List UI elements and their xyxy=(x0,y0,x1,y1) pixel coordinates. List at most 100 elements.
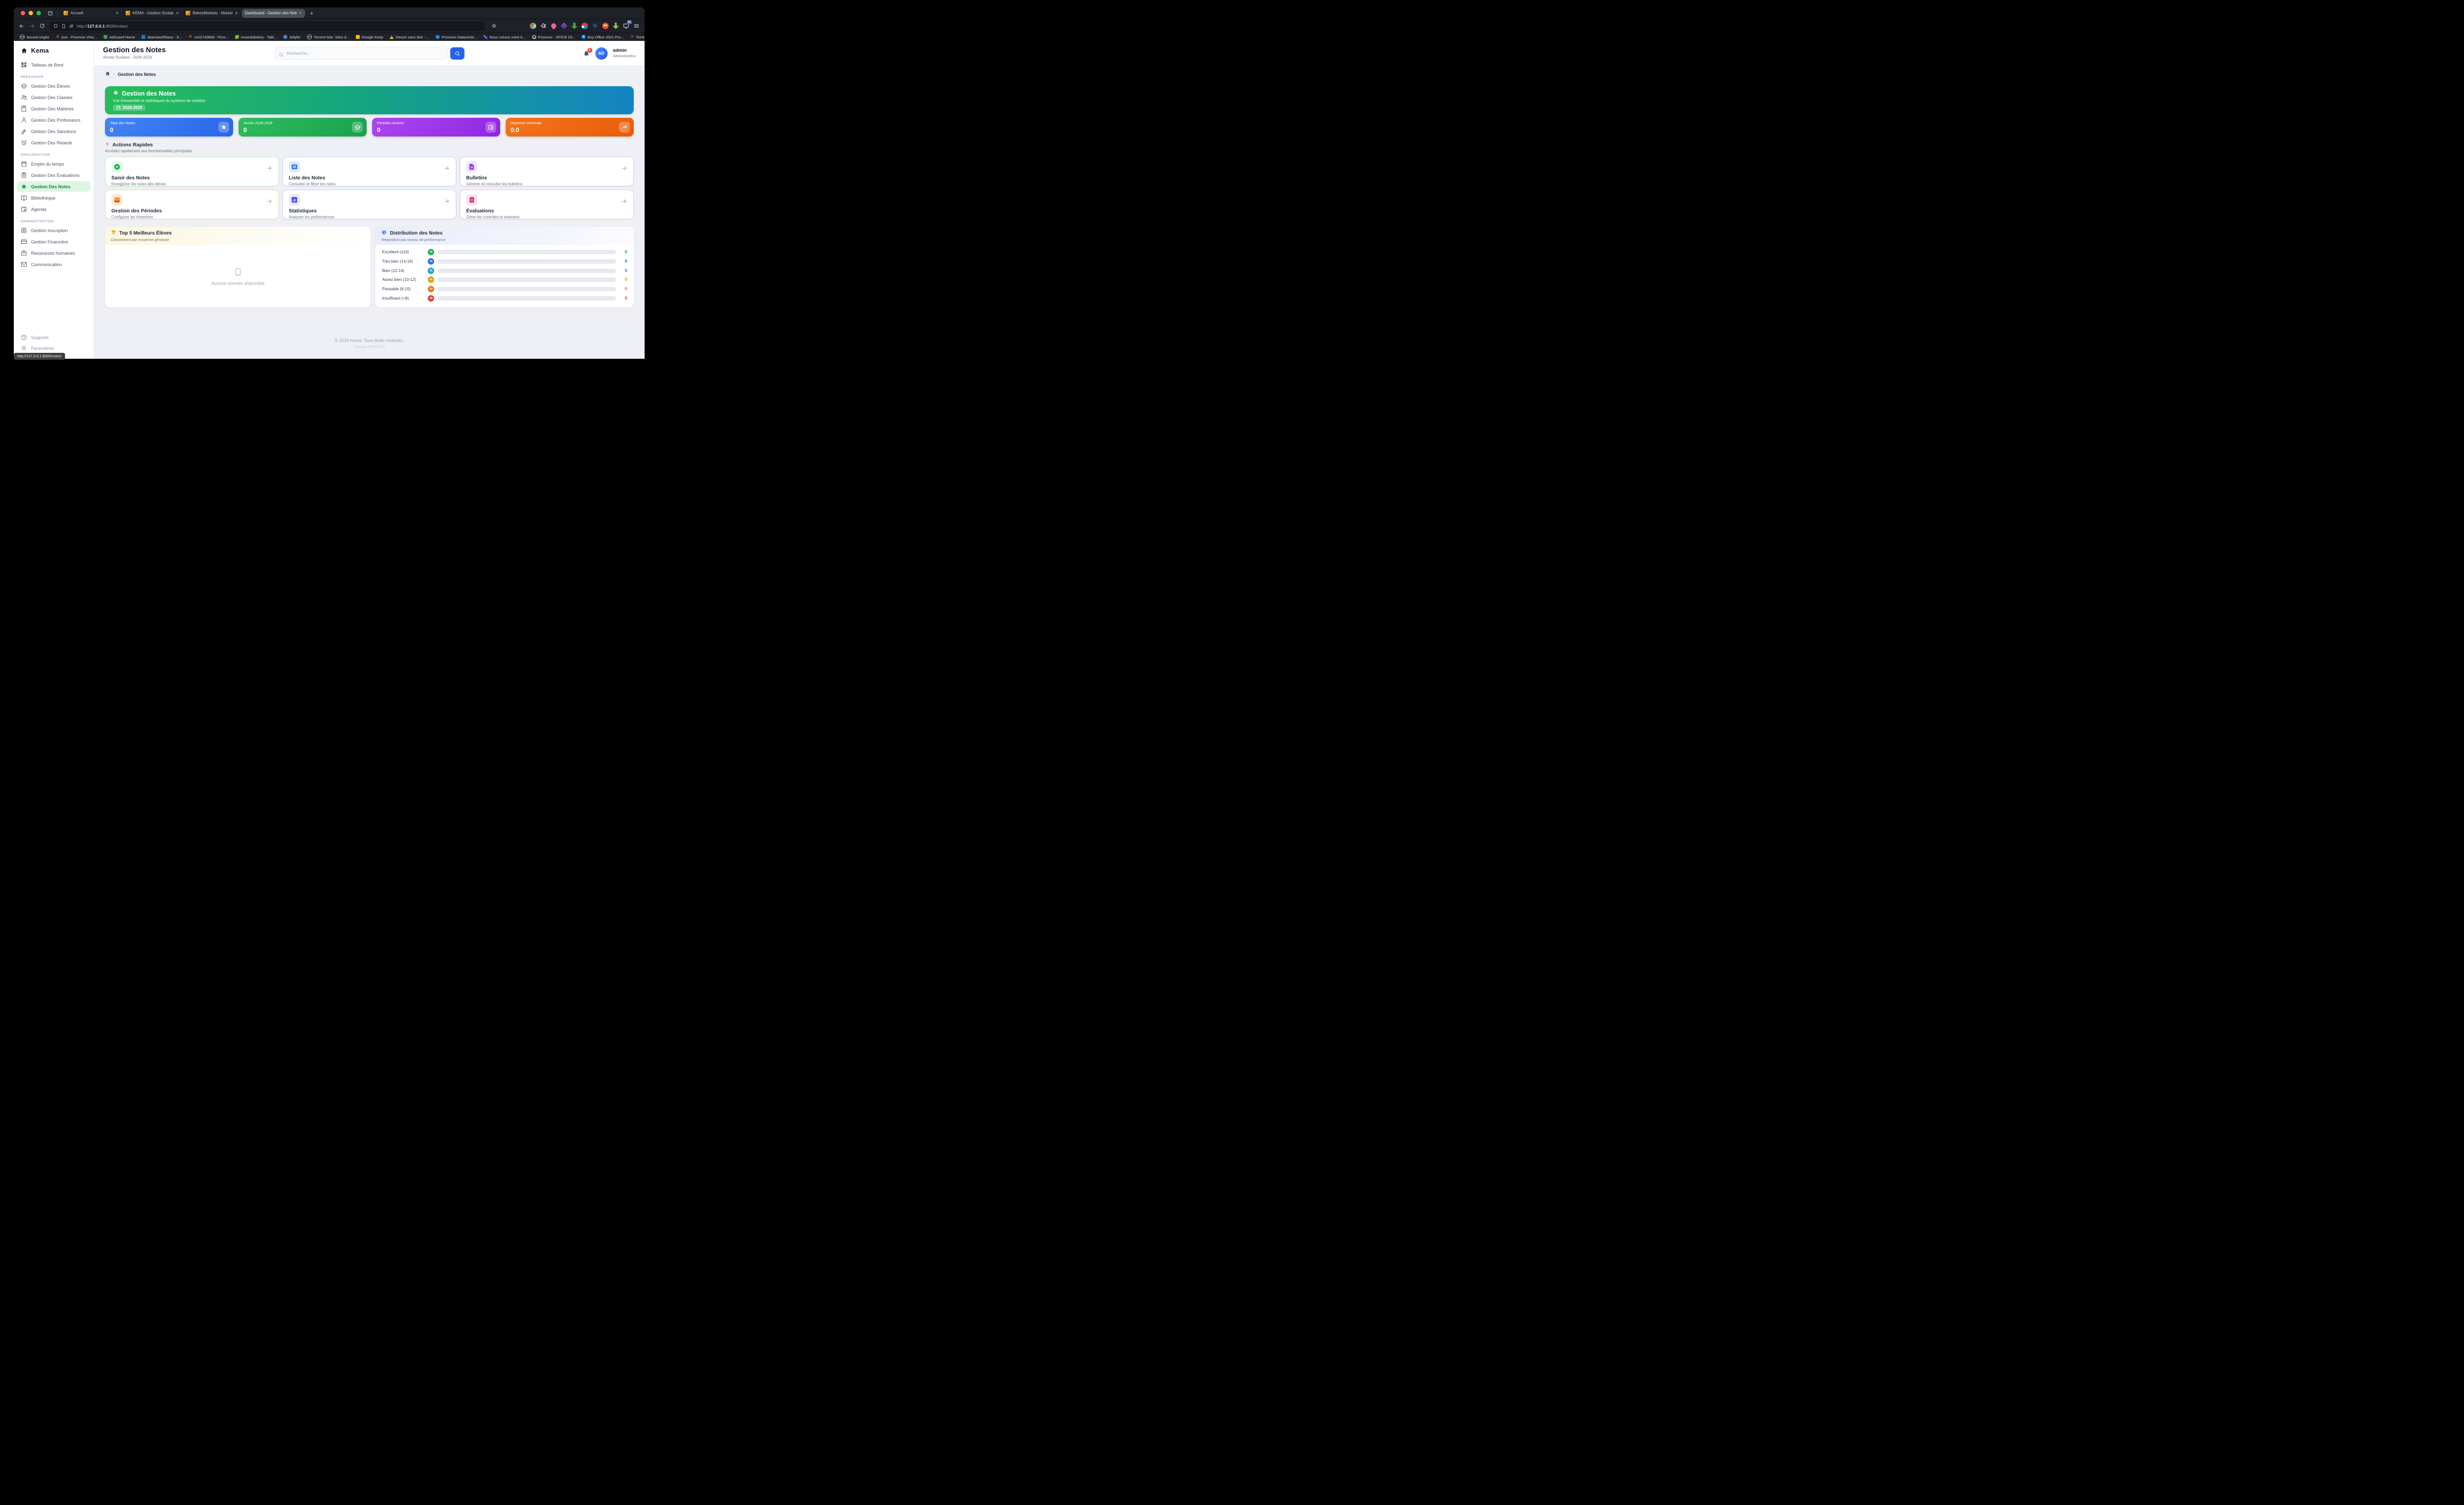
bookmark-item[interactable]: Google Keep xyxy=(355,35,383,39)
sidebar-item-rh[interactable]: Ressources humaines xyxy=(17,248,91,258)
extension-downloader-icon[interactable]: 36 xyxy=(571,23,578,29)
breadcrumb-current: Gestion des Notes xyxy=(118,72,156,77)
app-logo[interactable]: Kema xyxy=(14,45,94,59)
app-content: Kema Tableau de Bord PÉDAGOGIE Gestion D… xyxy=(14,41,645,359)
calendar-icon xyxy=(111,194,123,205)
bookmark-item[interactable]: Torrent-Site: Sites d... xyxy=(307,34,349,39)
progress-bar xyxy=(438,249,616,254)
bookmark-item[interactable]: Nouvel onglet xyxy=(20,34,49,39)
arrow-right-icon xyxy=(444,165,450,174)
bookmark-item[interactable]: AdGuard Home xyxy=(103,35,135,39)
distribution-title: Distribution des Notes xyxy=(390,230,443,236)
sidebar-item-notes[interactable]: Gestion Des Notes xyxy=(17,181,91,192)
stat-card-total-notes: Total des Notes 0 xyxy=(105,118,233,137)
tab-close-icon[interactable]: ✕ xyxy=(299,11,302,15)
empty-state: Aucune donnée disponible xyxy=(105,245,371,308)
action-card-statistiques[interactable]: Statistiques Analyser les performances xyxy=(282,190,456,219)
extension-sponsor-icon[interactable] xyxy=(582,23,588,29)
quick-actions-grid: Saisir des Notes Enregistrer les notes de… xyxy=(105,157,634,219)
search-button[interactable] xyxy=(450,47,464,60)
bookmark-item[interactable]: Nous créons votre b... xyxy=(483,35,526,39)
percent-icon: % xyxy=(428,286,435,293)
notifications-bell-icon[interactable]: 5 xyxy=(583,48,592,57)
extension-screen-icon[interactable]: 21 xyxy=(623,21,632,29)
bookmark-item[interactable]: Proxmox - SPICE Cli... xyxy=(532,35,575,39)
permissions-icon[interactable] xyxy=(69,24,74,29)
sidebar-item-financiere[interactable]: Gestion Financière xyxy=(17,237,91,247)
user-menu[interactable]: admin Administrateur xyxy=(613,48,636,58)
browser-tab-active[interactable]: Dashboard - Gestion des Notes - KE✕ xyxy=(242,8,305,18)
site-favicon xyxy=(126,11,130,15)
shield-icon[interactable] xyxy=(53,24,58,29)
extension-puzzle-icon[interactable] xyxy=(540,23,547,29)
url-bar[interactable]: http://127.0.0.1:8000/notes/ xyxy=(49,21,485,31)
sidebar-item-professeurs[interactable]: Gestion Des Professeurs xyxy=(17,115,91,125)
bookmark-item[interactable]: vmi2740868 - Prox... xyxy=(188,35,228,39)
sidebar-item-inscription[interactable]: Gestion Inscription xyxy=(17,225,91,236)
window-zoom-button[interactable] xyxy=(36,11,41,15)
url-text[interactable]: http://127.0.0.1:8000/notes/ xyxy=(77,23,128,29)
sidebar-item-classes[interactable]: Gestion Des Classes xyxy=(17,92,91,103)
sidebar-item-parametres[interactable]: Paramètres xyxy=(17,343,91,353)
reload-icon[interactable] xyxy=(39,23,45,29)
sidebar-item-agenda[interactable]: Agenda xyxy=(17,204,91,214)
sidebar-item-eleves[interactable]: Gestion Des Élèves xyxy=(17,81,91,91)
extension-eraser-icon[interactable] xyxy=(550,22,557,30)
bookmark-item[interactable]: Dessin sans titre - ... xyxy=(389,35,429,39)
sidebar-item-emploi-du-temps[interactable]: Emploi du temps xyxy=(17,159,91,169)
sidebar-item-communication[interactable]: Communication xyxy=(17,259,91,270)
action-card-liste-notes[interactable]: Liste des Notes Consulter et filtrer les … xyxy=(282,157,456,186)
bookmark-item[interactable]: AkamasoftNass - S... xyxy=(141,35,182,39)
page-info-icon[interactable] xyxy=(61,24,66,29)
extension-mask-icon[interactable] xyxy=(602,23,609,29)
sidebar-item-evaluations[interactable]: Gestion Des Évaluations xyxy=(17,170,91,180)
proxmox-icon xyxy=(188,35,192,39)
website-icon xyxy=(483,35,488,39)
action-card-periodes[interactable]: Gestion des Périodes Configurer les trime… xyxy=(105,190,279,219)
browser-tab[interactable]: Accueil ✕ xyxy=(61,9,122,18)
bookmark-item[interactable]: mvondobekey - Tabl... xyxy=(235,35,277,39)
tab-overview-icon[interactable] xyxy=(47,10,53,16)
quick-actions-subtitle: Accédez rapidement aux fonctionnalités p… xyxy=(105,149,193,153)
bookmark-item[interactable]: Torrent Search Engi... xyxy=(630,35,645,39)
sidebar-item-matieres[interactable]: Gestion Des Matières xyxy=(17,103,91,114)
browser-tab[interactable]: KEMA - Gestion Scolaire Compl✕ xyxy=(123,9,182,18)
action-card-bulletins[interactable]: Bulletins Générer et consulter les bullet… xyxy=(460,157,634,186)
action-card-saisir-notes[interactable]: Saisir des Notes Enregistrer les notes de… xyxy=(105,157,279,186)
percent-icon: % xyxy=(428,267,435,274)
sidebar-item-retards[interactable]: Gestion Des Retards xyxy=(17,137,91,148)
back-icon[interactable] xyxy=(19,23,25,29)
user-avatar[interactable]: AD xyxy=(595,47,608,60)
tab-close-icon[interactable]: ✕ xyxy=(115,11,119,15)
new-tab-button[interactable]: + xyxy=(307,10,316,16)
row-count: 0 xyxy=(624,268,627,274)
menu-hamburger-icon[interactable] xyxy=(633,23,640,29)
extension-chevrons-icon[interactable] xyxy=(592,23,598,29)
bookmark-item[interactable]: Jellyfin xyxy=(283,35,301,39)
window-minimize-button[interactable] xyxy=(29,11,33,15)
bookmark-item[interactable]: Proxmox Datacente... xyxy=(436,35,477,39)
bookmark-item[interactable]: Buy Office 2021 Pro... xyxy=(582,35,624,39)
search-input[interactable] xyxy=(274,47,448,60)
sidebar-item-dashboard[interactable]: Tableau de Bord xyxy=(17,60,91,70)
window-close-button[interactable] xyxy=(21,11,25,15)
action-card-evaluations[interactable]: Évaluations Gérer les contrôles et examen… xyxy=(460,190,634,219)
bookmark-star-icon[interactable] xyxy=(491,23,497,29)
browser-tab[interactable]: BekeyMarkets - Marketplace E-C✕ xyxy=(183,9,241,18)
extension-arrow-icon[interactable] xyxy=(613,23,619,29)
dsm-icon xyxy=(141,35,145,39)
tab-close-icon[interactable]: ✕ xyxy=(175,11,179,15)
year-badge: 2028-2029 xyxy=(113,104,146,111)
forward-icon[interactable] xyxy=(29,23,35,29)
tab-close-icon[interactable]: ✕ xyxy=(235,11,238,15)
bookmark-item[interactable]: pve - Proxmox Virtu... xyxy=(56,35,97,39)
extension-diamond-icon[interactable] xyxy=(560,22,568,30)
globe-icon xyxy=(20,34,25,39)
sidebar-item-sanctions[interactable]: Gestion Des Sanctions xyxy=(17,126,91,137)
desktop-background: Accueil✕ KEMA - Gestion Scolaire Compl✕ … xyxy=(0,0,658,376)
extension-globe-icon[interactable] xyxy=(530,23,536,29)
page-scroll-area[interactable]: › Gestion des Notes Gestion des Notes Vu… xyxy=(94,66,645,359)
sidebar-item-supports[interactable]: Supports xyxy=(17,332,91,342)
sidebar-item-bibliotheque[interactable]: Bibliothèque xyxy=(17,193,91,203)
home-icon[interactable] xyxy=(105,70,110,79)
